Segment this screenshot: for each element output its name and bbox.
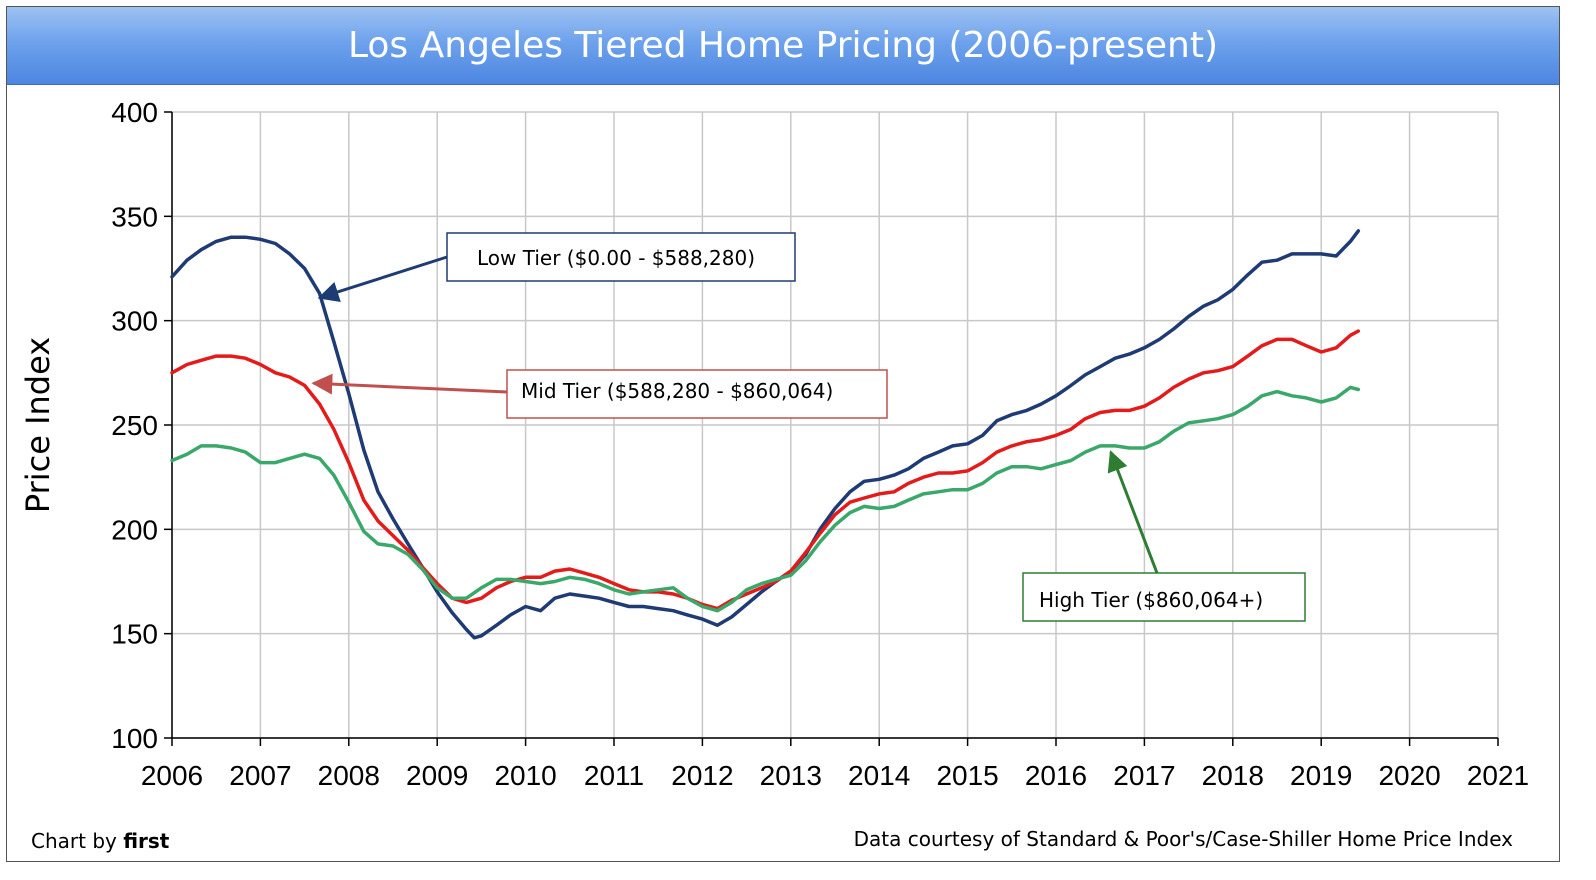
y-axis-title: Price Index <box>19 337 57 513</box>
x-tick-label: 2007 <box>229 760 291 791</box>
chart-title: Los Angeles Tiered Home Pricing (2006-pr… <box>347 25 1218 66</box>
chart-by-name: first <box>123 829 170 853</box>
x-tick-label: 2010 <box>494 760 556 791</box>
series-line-mid-tier <box>170 329 1361 611</box>
annotation-arrow-mid-tier <box>311 373 508 395</box>
y-tick-label: 400 <box>111 97 158 128</box>
x-tick-label: 2015 <box>936 760 998 791</box>
x-tick-label: 2006 <box>141 760 203 791</box>
annotation-arrow-low-tier <box>317 255 448 302</box>
annotation-box-low-tier <box>446 232 796 282</box>
annotation-label-mid-tier: Mid Tier ($588,280 - $860,064) <box>521 379 833 403</box>
series-line-low-tier <box>170 229 1361 640</box>
x-tick-label: 2018 <box>1202 760 1264 791</box>
annotation-label-high-tier: High Tier ($860,064+) <box>1039 588 1263 612</box>
x-tick-label: 2019 <box>1290 760 1352 791</box>
annotation-label-low-tier: Low Tier ($0.00 - $588,280) <box>477 246 755 270</box>
x-tick-label: 2013 <box>760 760 822 791</box>
y-tick-label: 200 <box>111 514 158 545</box>
data-source-credit: Data courtesy of Standard & Poor's/Case-… <box>853 827 1513 851</box>
x-tick-label: 2016 <box>1025 760 1087 791</box>
x-tick-label: 2021 <box>1467 760 1529 791</box>
chart-by-prefix: Chart by <box>31 829 117 853</box>
annotation-arrow-high-tier <box>1107 450 1159 574</box>
series-line-high-tier <box>170 385 1361 613</box>
title-bar: Los Angeles Tiered Home Pricing (2006-pr… <box>7 7 1559 85</box>
x-tick-label: 2012 <box>671 760 733 791</box>
x-tick-label: 2008 <box>318 760 380 791</box>
chart-by-credit: Chart by first <box>31 829 169 853</box>
annotation-box-high-tier <box>1022 572 1306 622</box>
annotation-box-mid-tier <box>506 369 888 419</box>
y-tick-label: 350 <box>111 201 158 232</box>
chart-canvas: 100 150 200 250 300 350 400 2006 2007 2008 2009 201… <box>19 97 1529 791</box>
y-tick-label: 250 <box>111 410 158 441</box>
y-tick-label: 100 <box>111 723 158 754</box>
x-tick-label: 2020 <box>1378 760 1440 791</box>
x-tick-label: 2017 <box>1113 760 1175 791</box>
x-tick-label: 2011 <box>584 760 644 791</box>
x-tick-label: 2014 <box>848 760 910 791</box>
x-tick-label: 2009 <box>406 760 468 791</box>
y-tick-label: 150 <box>111 619 158 650</box>
y-tick-label: 300 <box>111 306 158 337</box>
chart-frame: Los Angeles Tiered Home Pricing (2006-pr… <box>6 6 1560 862</box>
